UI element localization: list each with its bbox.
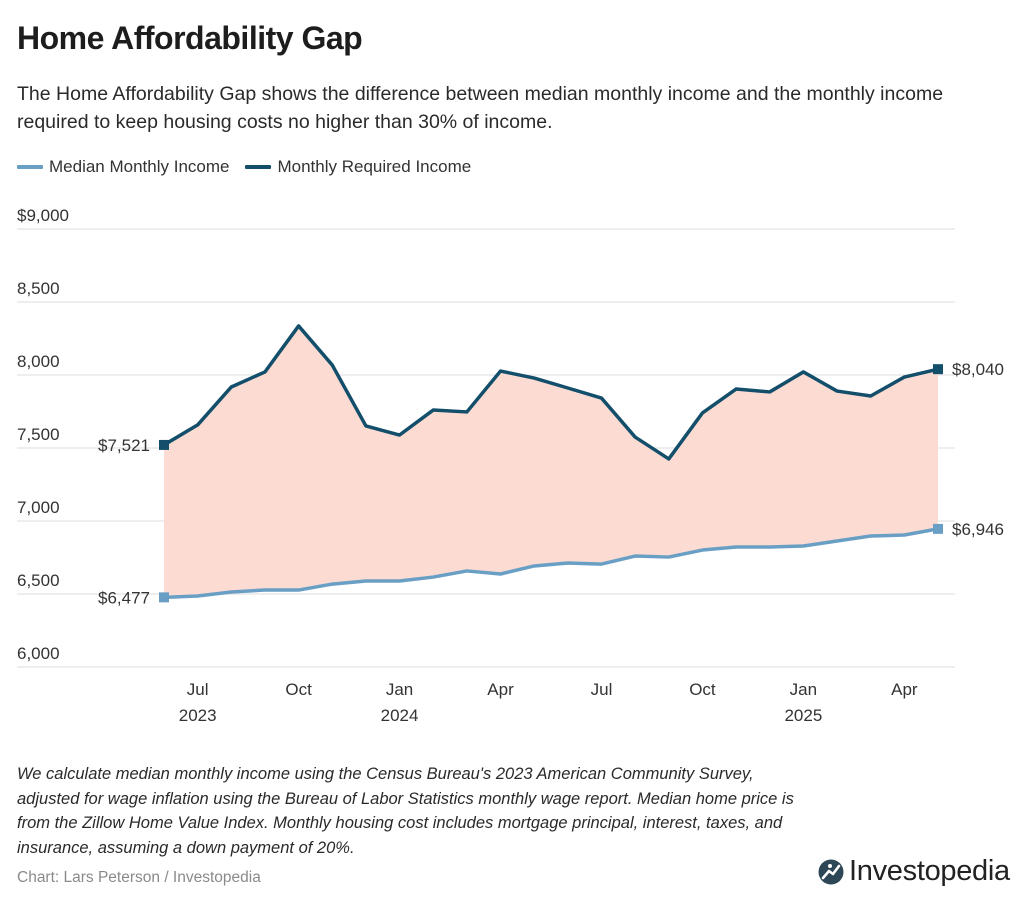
legend-label-median: Median Monthly Income [49,157,230,176]
median-income-end-label: $6,946 [952,520,1004,539]
investopedia-logo-text: Investopedia [849,855,1010,887]
y-tick-label: 7,000 [17,498,60,517]
x-tick-label: Oct [689,680,716,699]
line-layer [159,324,943,603]
legend-label-required: Monthly Required Income [277,157,472,176]
legend-swatch-median [17,165,43,169]
legend-item-median: Median Monthly Income [17,157,229,177]
chart-credit: Chart: Lars Peterson / Investopedia [17,869,261,886]
y-tick-label: $9,000 [17,206,69,225]
required-income-point [159,439,169,450]
y-tick-label: 8,500 [17,279,60,298]
median-income-start-label: $6,477 [98,588,150,607]
x-tick-year-label: 2024 [381,706,419,725]
x-tick-label: Jan [790,680,817,699]
label-layer: $9,000 8,500 8,000 7,500 7,000 6,500 6,000 Jul 2… [17,206,1004,725]
median-income-point [933,523,943,534]
required-income-end-label: $8,040 [952,360,1004,379]
required-income-point [933,364,943,375]
x-tick-label: Apr [891,680,918,699]
methodology-note: We calculate median monthly income using… [17,765,794,857]
chart-title: Home Affordability Gap [17,20,363,56]
legend-item-required: Monthly Required Income [245,157,471,177]
y-tick-label: 7,500 [17,425,60,444]
legend-swatch-required [245,165,272,169]
line-chart: $9,000 8,500 8,000 7,500 7,000 6,500 6,000 Jul 2… [17,206,1004,725]
required-income-start-label: $7,521 [98,436,150,455]
y-tick-label: 6,500 [17,571,60,590]
gap-area-layer [164,325,938,598]
legend: Median Monthly Income Monthly Required I… [17,157,487,177]
chart-subtitle: The Home Affordability Gap shows the dif… [17,83,944,133]
x-tick-year-label: 2025 [784,706,822,725]
median-income-point [159,592,169,603]
investopedia-logo-icon [818,859,844,884]
gap-area [164,325,938,598]
x-tick-year-label: 2023 [179,706,217,725]
required-income-line [162,324,940,461]
y-tick-label: 6,000 [17,644,60,663]
y-tick-label: 8,000 [17,352,60,371]
x-tick-label: Oct [285,680,312,699]
x-tick-label: Jul [187,680,209,699]
investopedia-logo: Investopedia [818,855,1010,888]
median-income-line [162,527,940,600]
x-tick-label: Jan [386,680,413,699]
x-tick-label: Jul [591,680,613,699]
x-tick-label: Apr [487,680,514,699]
